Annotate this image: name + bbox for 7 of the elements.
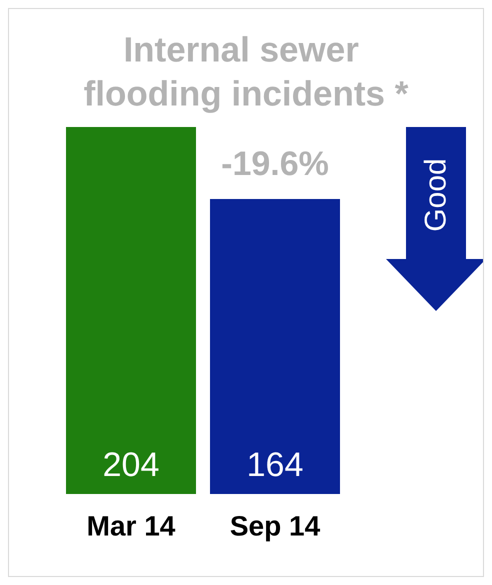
chart-title: Internal sewer flooding incidents * — [84, 30, 409, 114]
x-tick-label: Mar 14 — [86, 510, 176, 542]
x-tick-label: Sep 14 — [230, 510, 321, 542]
annotation: -19.6% — [221, 144, 329, 183]
data-label: 204 — [102, 446, 160, 484]
data-label: 164 — [246, 446, 304, 484]
text: Good — [420, 158, 452, 232]
